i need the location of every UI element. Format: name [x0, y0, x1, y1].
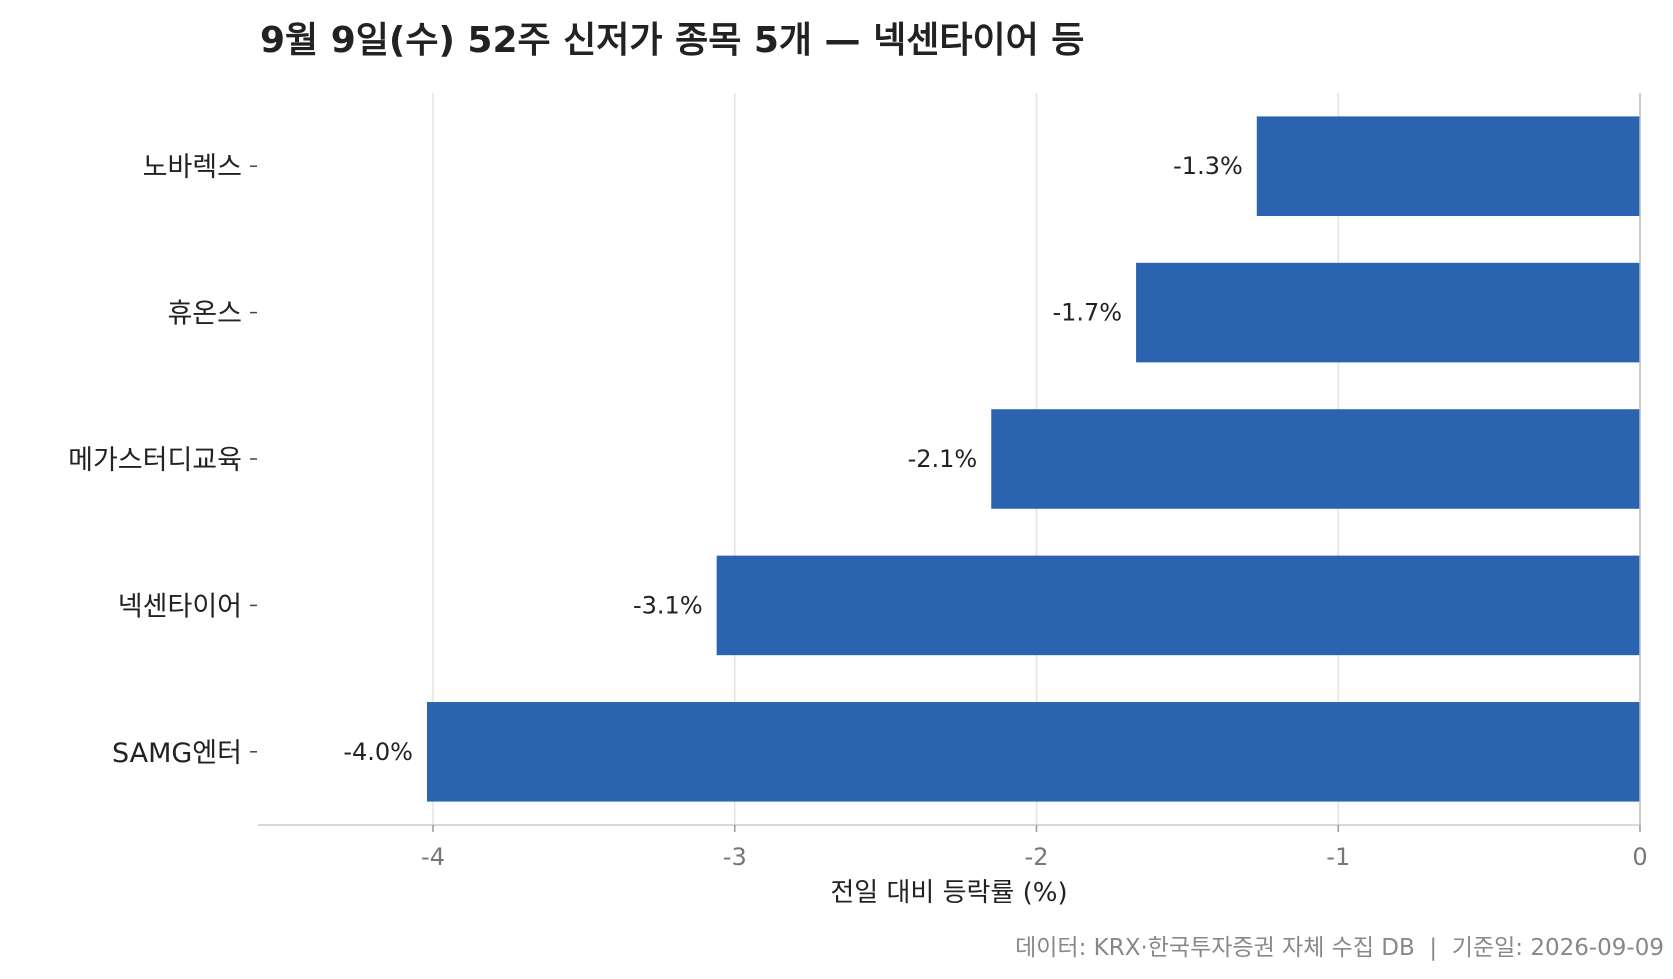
source-footnote: 데이터: KRX·한국투자증권 자체 수집 DB | 기준일: 2026-09-…: [1015, 935, 1664, 961]
data-label: -1.7%: [1052, 299, 1122, 327]
x-tick-label: -3: [723, 843, 747, 871]
bars: [426, 116, 1641, 802]
category-label: 노바렉스: [143, 152, 242, 183]
data-labels: -1.3% -1.7% -2.1% -3.1% -4.0%: [343, 152, 1242, 766]
x-tick-label: -4: [421, 843, 445, 871]
category-label: SAMG엔터: [112, 738, 242, 769]
category-label: 넥센타이어: [118, 591, 242, 622]
bar: [991, 409, 1640, 509]
x-tick-label: -2: [1025, 843, 1049, 871]
bar: [1136, 262, 1640, 363]
x-tick-label: 0: [1632, 843, 1647, 871]
data-label: -1.3%: [1173, 152, 1243, 180]
x-axis: -4 -3 -2 -1 0: [258, 93, 1648, 871]
category-label: 휴온스: [167, 299, 242, 330]
data-label: -3.1%: [633, 591, 703, 619]
data-label: -4.0%: [343, 738, 413, 766]
bar: [1256, 116, 1640, 216]
x-tick-label: -1: [1326, 843, 1350, 871]
bar: [716, 555, 1640, 656]
x-axis-title: 전일 대비 등락률 (%): [830, 878, 1067, 908]
category-label: 메가스터디교육: [68, 445, 242, 476]
chart-title: 9월 9일(수) 52주 신저가 종목 5개 — 넥센타이어 등: [260, 20, 1084, 61]
bar: [426, 702, 1641, 802]
data-label: -2.1%: [908, 445, 978, 473]
